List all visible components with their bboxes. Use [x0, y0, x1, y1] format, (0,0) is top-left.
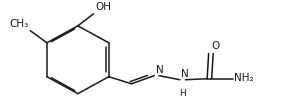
Text: N: N — [156, 65, 164, 75]
Text: O: O — [211, 41, 219, 51]
Text: CH₃: CH₃ — [9, 19, 29, 29]
Text: H: H — [179, 89, 186, 98]
Text: N: N — [181, 69, 188, 79]
Text: OH: OH — [95, 2, 111, 12]
Text: NH₂: NH₂ — [234, 73, 254, 83]
